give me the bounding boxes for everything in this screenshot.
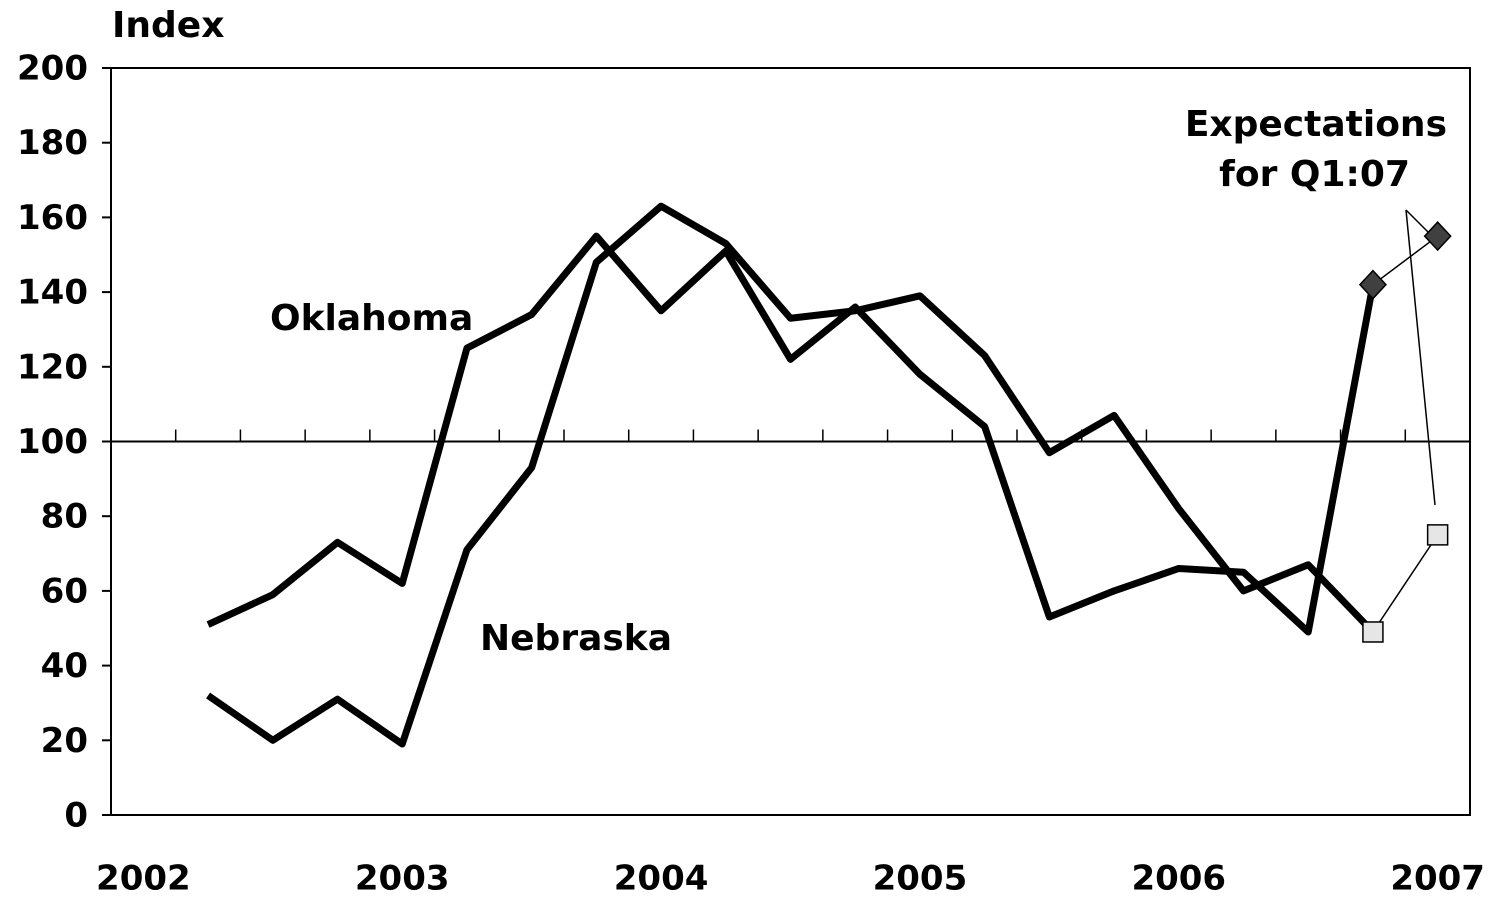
x-tick-label: 2005	[873, 859, 968, 899]
x-tick-label: 2003	[355, 859, 450, 899]
y-tick-label: 40	[41, 646, 88, 686]
y-tick-label: 200	[17, 49, 88, 89]
y-tick-label: 80	[41, 497, 88, 537]
x-tick-label: 2004	[614, 859, 709, 899]
y-tick-label: 20	[41, 721, 88, 761]
x-tick-label: 2006	[1131, 859, 1226, 899]
expectation-marker	[1362, 621, 1384, 643]
annotation: for Q1:07	[1219, 154, 1410, 195]
annotation: Expectations	[1185, 104, 1447, 145]
y-tick-label: 60	[41, 571, 88, 611]
annotation-leader	[1405, 209, 1436, 506]
series-label: Nebraska	[480, 618, 672, 659]
y-tick-label: 100	[17, 422, 88, 462]
y-tick-label: 0	[64, 796, 88, 836]
y-tick-label: 160	[17, 198, 88, 238]
x-tick-label: 2002	[96, 859, 191, 899]
y-tick-label: 120	[17, 347, 88, 387]
y-tick-label: 140	[17, 273, 88, 313]
series-line	[206, 202, 1376, 748]
series-line	[206, 232, 1377, 636]
series-label: Oklahoma	[270, 298, 473, 339]
expectation-marker	[1423, 220, 1452, 252]
expectation-marker	[1358, 269, 1387, 300]
expectation-marker	[1426, 524, 1449, 546]
y-tick-label: 180	[17, 123, 88, 163]
annotation-leader	[1405, 209, 1433, 237]
expectation-line	[1372, 235, 1439, 286]
y-axis-label: Index	[112, 5, 224, 46]
x-tick-label: 2007	[1390, 859, 1485, 899]
expectation-line	[1372, 534, 1439, 633]
